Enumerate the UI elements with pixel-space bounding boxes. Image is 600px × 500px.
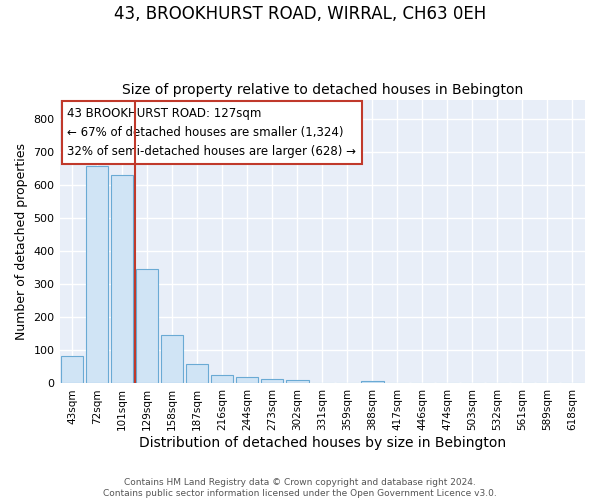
Bar xyxy=(186,364,208,384)
Bar xyxy=(361,381,383,384)
Title: Size of property relative to detached houses in Bebington: Size of property relative to detached ho… xyxy=(122,83,523,97)
Text: 43 BROOKHURST ROAD: 127sqm
← 67% of detached houses are smaller (1,324)
32% of s: 43 BROOKHURST ROAD: 127sqm ← 67% of deta… xyxy=(67,106,356,158)
Bar xyxy=(111,176,133,384)
Bar xyxy=(261,378,283,384)
Bar xyxy=(286,380,308,384)
Y-axis label: Number of detached properties: Number of detached properties xyxy=(15,143,28,340)
Text: Contains HM Land Registry data © Crown copyright and database right 2024.
Contai: Contains HM Land Registry data © Crown c… xyxy=(103,478,497,498)
Bar xyxy=(161,334,184,384)
X-axis label: Distribution of detached houses by size in Bebington: Distribution of detached houses by size … xyxy=(139,436,506,450)
Bar xyxy=(61,356,83,384)
Bar xyxy=(136,268,158,384)
Bar xyxy=(86,166,109,384)
Bar xyxy=(211,375,233,384)
Text: 43, BROOKHURST ROAD, WIRRAL, CH63 0EH: 43, BROOKHURST ROAD, WIRRAL, CH63 0EH xyxy=(114,5,486,23)
Bar xyxy=(236,377,259,384)
